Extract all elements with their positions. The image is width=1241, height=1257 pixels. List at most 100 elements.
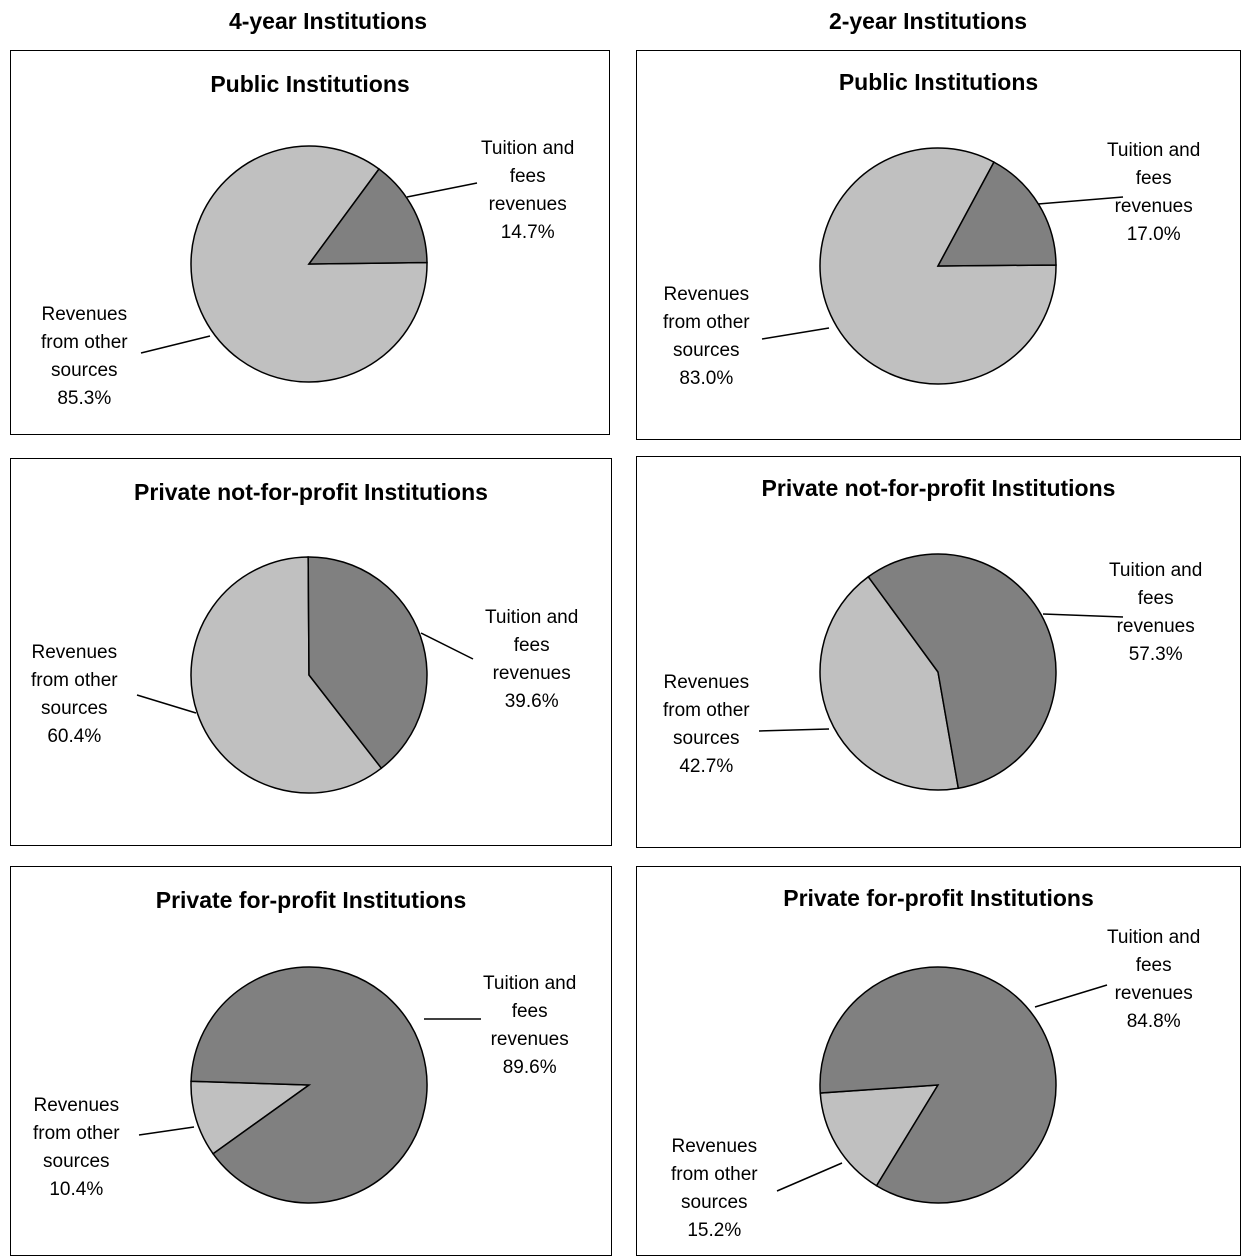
tuition-label-line: fees	[513, 635, 550, 656]
pie-slice-other-sources	[190, 1080, 312, 1155]
tuition-label-line: revenues	[1114, 983, 1193, 1004]
pie-svg	[136, 556, 474, 794]
two-year-header: 2-year Institutions	[828, 8, 1028, 34]
pie-chart-panel: Public Institutions Tuition and fees revenu…	[10, 50, 610, 435]
pie-slice-tuition	[307, 167, 428, 265]
other-sources-label-line: Revenues	[33, 1095, 120, 1116]
tuition-label: Tuition and fees revenues 17.0%	[1107, 137, 1200, 249]
pie-slice-tuition	[819, 966, 1057, 1204]
other-sources-label-line: Revenues	[663, 672, 750, 693]
pie-chart-panel: Private for-profit Institutions Tuition a…	[636, 866, 1241, 1256]
tuition-label-line: fees	[1135, 955, 1172, 976]
other-sources-label-percent: 10.4%	[49, 1179, 104, 1200]
other-sources-label-line: from other	[33, 1123, 120, 1144]
leader-line-other	[136, 694, 197, 714]
leader-line-tuition	[1037, 196, 1124, 205]
other-sources-label-line: sources	[41, 698, 108, 719]
tuition-label-line: Tuition and	[481, 138, 575, 159]
tuition-label-line: fees	[1135, 168, 1172, 189]
pie-slice-tuition	[936, 161, 1057, 267]
tuition-label-line: revenues	[1114, 196, 1193, 217]
tuition-label-line: fees	[509, 166, 546, 187]
other-sources-label-line: from other	[663, 312, 750, 333]
tuition-label-line: Tuition and	[1107, 927, 1201, 948]
pie-slice-other-sources	[190, 145, 428, 383]
tuition-label-line: Tuition and	[1107, 140, 1201, 161]
other-sources-label-line: sources	[43, 1151, 110, 1172]
tuition-label-line: Tuition and	[485, 607, 579, 628]
tuition-label-percent: 89.6%	[502, 1057, 557, 1078]
leader-line-tuition	[1034, 984, 1108, 1008]
leader-line-other	[138, 1126, 195, 1136]
tuition-label-percent: 17.0%	[1126, 224, 1181, 245]
other-sources-label-line: Revenues	[663, 284, 750, 305]
other-sources-label-percent: 60.4%	[47, 726, 102, 747]
tuition-label: Tuition and fees revenues 57.3%	[1109, 557, 1202, 669]
pie-chart-panel: Public Institutions Tuition and fees revenu…	[636, 50, 1241, 440]
other-sources-label-line: sources	[673, 340, 740, 361]
other-sources-label-line: sources	[673, 728, 740, 749]
pie-svg	[776, 966, 1108, 1204]
leader-line-tuition	[420, 632, 474, 660]
four-year-header: 4-year Institutions	[228, 8, 428, 34]
other-sources-label: Revenues from other sources 15.2%	[671, 1133, 758, 1245]
other-sources-label-line: Revenues	[31, 642, 118, 663]
chart-title: Private for-profit Institutions	[155, 887, 467, 913]
other-sources-label: Revenues from other sources 85.3%	[41, 301, 128, 413]
tuition-label-line: revenues	[488, 194, 567, 215]
leader-line-other	[758, 728, 830, 732]
other-sources-label: Revenues from other sources 10.4%	[33, 1092, 120, 1204]
other-sources-label-line: sources	[681, 1192, 748, 1213]
other-sources-label-line: from other	[31, 670, 118, 691]
pie-chart-panel: Private not-for-profit Institutions Tuiti…	[636, 456, 1241, 848]
pie-slice-tuition	[190, 966, 428, 1204]
tuition-label-line: fees	[1137, 588, 1174, 609]
tuition-label-line: fees	[511, 1001, 548, 1022]
leader-line-other	[776, 1162, 843, 1192]
pie-slice-tuition	[307, 556, 428, 770]
pie-svg	[140, 145, 478, 383]
leader-line-tuition	[1042, 613, 1124, 618]
chart-title: Private not-for-profit Institutions	[134, 479, 488, 505]
pie-slice-tuition	[867, 553, 1057, 790]
other-sources-label-percent: 15.2%	[687, 1220, 742, 1241]
tuition-label: Tuition and fees revenues 39.6%	[485, 604, 578, 716]
other-sources-label-percent: 83.0%	[679, 368, 734, 389]
other-sources-label: Revenues from other sources 83.0%	[663, 281, 750, 393]
pie-svg	[761, 147, 1124, 385]
other-sources-label: Revenues from other sources 42.7%	[663, 669, 750, 781]
tuition-label-line: revenues	[492, 663, 571, 684]
tuition-label-percent: 84.8%	[1126, 1011, 1181, 1032]
pie-svg	[758, 553, 1124, 791]
other-sources-label-line: from other	[41, 332, 128, 353]
pie-svg	[138, 966, 481, 1204]
tuition-label: Tuition and fees revenues 14.7%	[481, 135, 574, 247]
tuition-label-line: Tuition and	[1109, 560, 1203, 581]
chart-title: Public Institutions	[838, 69, 1039, 95]
leader-line-other	[140, 335, 211, 354]
other-sources-label-percent: 85.3%	[57, 388, 112, 409]
pie-slice-other-sources	[190, 556, 383, 794]
tuition-label-line: revenues	[490, 1029, 569, 1050]
other-sources-label-line: from other	[671, 1164, 758, 1185]
chart-title: Private for-profit Institutions	[783, 885, 1094, 911]
other-sources-label-percent: 42.7%	[679, 756, 734, 777]
tuition-label: Tuition and fees revenues 84.8%	[1107, 924, 1200, 1036]
pie-slice-other-sources	[819, 1084, 940, 1187]
other-sources-label-line: Revenues	[671, 1136, 758, 1157]
tuition-label-percent: 57.3%	[1128, 644, 1183, 665]
tuition-label-percent: 39.6%	[504, 691, 559, 712]
tuition-label-line: Tuition and	[483, 973, 577, 994]
pie-slice-other-sources	[819, 575, 960, 791]
chart-title: Private not-for-profit Institutions	[761, 475, 1116, 501]
other-sources-label: Revenues from other sources 60.4%	[31, 639, 118, 751]
leader-line-other	[761, 327, 830, 340]
other-sources-label-line: sources	[51, 360, 118, 381]
tuition-label: Tuition and fees revenues 89.6%	[483, 970, 576, 1082]
tuition-label-percent: 14.7%	[500, 222, 555, 243]
pie-chart-panel: Private not-for-profit Institutions Tuiti…	[10, 458, 612, 846]
other-sources-label-line: from other	[663, 700, 750, 721]
other-sources-label-line: Revenues	[41, 304, 128, 325]
pie-chart-panel: Private for-profit Institutions Tuition a…	[10, 866, 612, 1256]
tuition-label-line: revenues	[1116, 616, 1195, 637]
